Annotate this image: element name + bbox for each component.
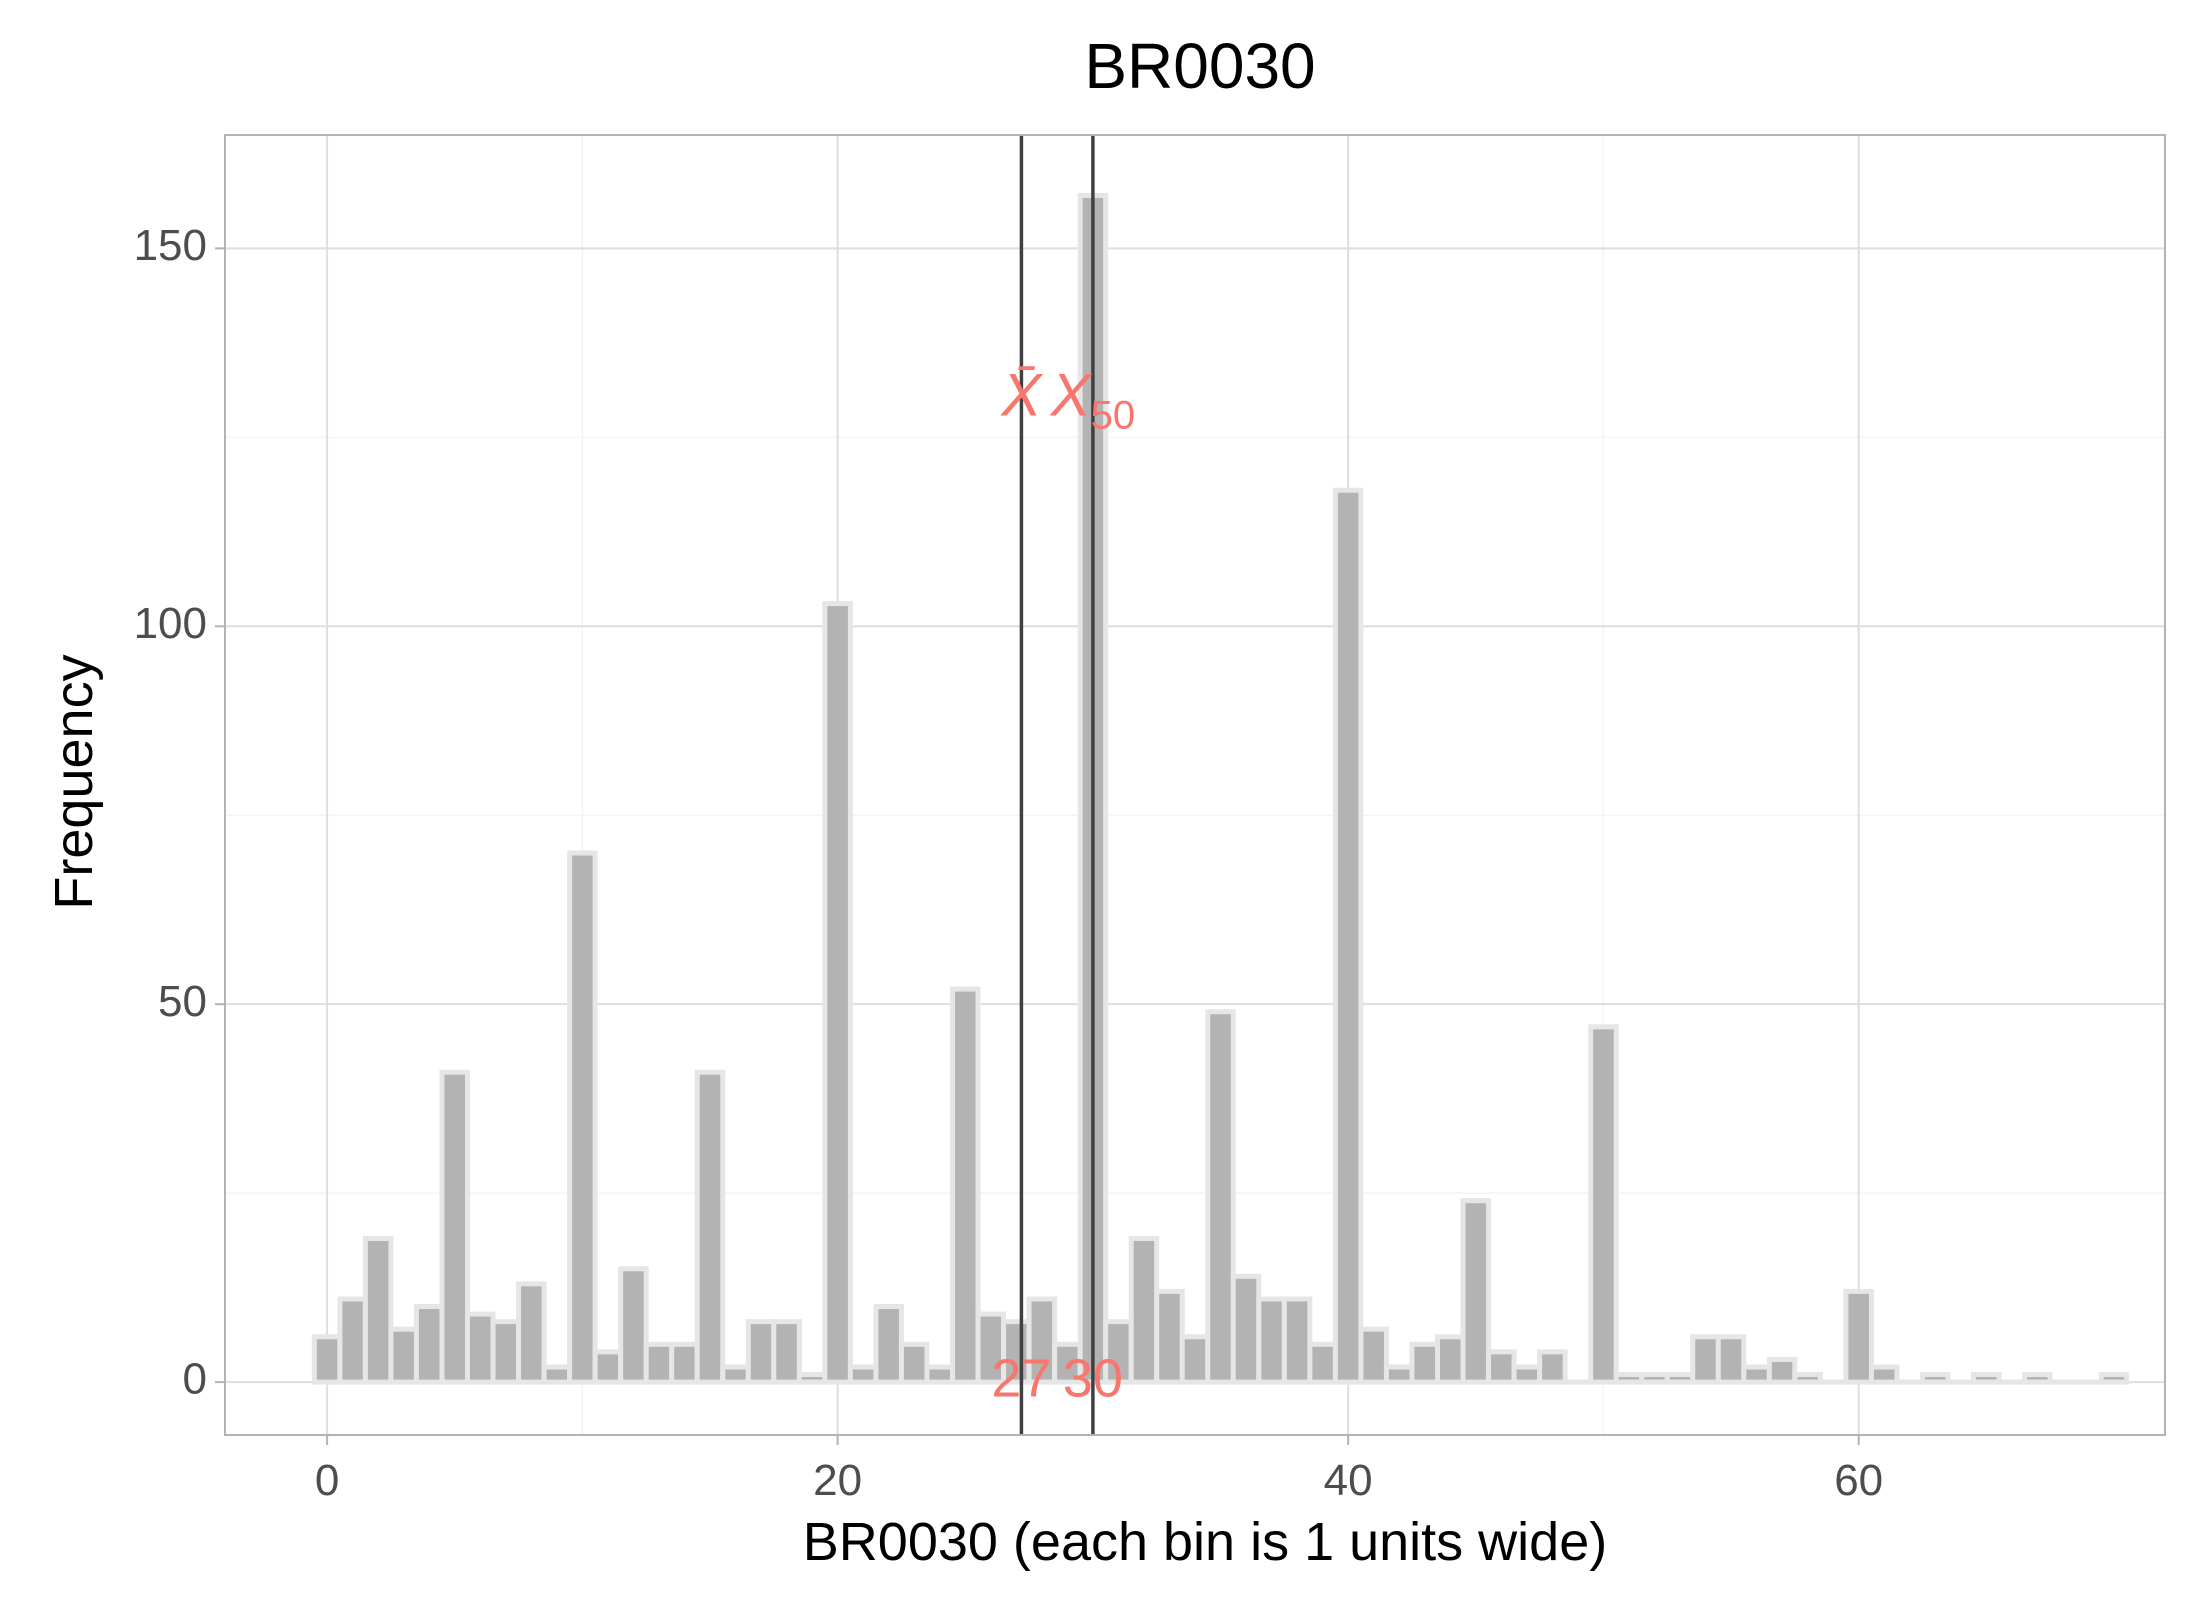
histogram-bar xyxy=(1052,1341,1083,1385)
histogram-bar xyxy=(465,1311,496,1385)
histogram-bar xyxy=(720,1364,751,1385)
histogram-bar xyxy=(694,1069,726,1385)
y-axis-title: Frequency xyxy=(44,654,104,909)
histogram-bar xyxy=(1332,487,1364,1385)
histogram-bar xyxy=(2022,1372,2053,1385)
histogram-bar xyxy=(1230,1273,1262,1385)
histogram-bar xyxy=(388,1326,419,1385)
histogram-bar xyxy=(898,1341,930,1385)
histogram-bar xyxy=(1179,1334,1211,1385)
histogram-bar xyxy=(337,1296,368,1385)
histogram-bar xyxy=(1741,1364,1772,1385)
histogram-bar xyxy=(1154,1288,1185,1385)
histogram-bar xyxy=(311,1334,343,1385)
x-tick-label: 20 xyxy=(813,1456,862,1505)
histogram-bar xyxy=(1690,1334,1721,1385)
panel-border xyxy=(224,134,2166,1436)
histogram-bar xyxy=(1435,1334,1466,1385)
histogram-bar xyxy=(950,986,981,1385)
histogram-bar xyxy=(592,1349,624,1385)
histogram-bar xyxy=(567,850,598,1385)
histogram-bar xyxy=(1026,1296,1058,1385)
histogram-bar xyxy=(847,1364,879,1385)
histogram-bar xyxy=(413,1304,445,1385)
reference-line-subscript: 50 xyxy=(1091,393,1136,437)
histogram-bar xyxy=(1868,1364,1900,1385)
histogram-bar xyxy=(1920,1372,1951,1385)
histogram-bar xyxy=(1588,1024,1619,1385)
histogram-bar xyxy=(1409,1341,1440,1385)
x-tick-label: 60 xyxy=(1834,1456,1883,1505)
histogram-bar xyxy=(1792,1372,1823,1385)
histogram-bar xyxy=(822,601,853,1385)
y-axis-ticks: 0 50 100 150 xyxy=(134,221,225,1404)
histogram-bar xyxy=(1205,1009,1236,1385)
chart-title: BR0030 xyxy=(1084,30,1315,102)
histogram-bar xyxy=(1486,1349,1517,1385)
histogram-bar xyxy=(1766,1356,1798,1385)
y-tick-label: 50 xyxy=(158,977,207,1026)
histogram-bar xyxy=(771,1319,802,1385)
histogram-bar xyxy=(1128,1235,1160,1385)
histogram-bar xyxy=(1460,1198,1492,1385)
y-tick-label: 100 xyxy=(134,599,207,648)
histogram-bar xyxy=(1613,1372,1645,1385)
histogram-bar xyxy=(1843,1288,1874,1385)
histogram-bar xyxy=(439,1069,471,1385)
histogram-bar xyxy=(1664,1372,1696,1385)
y-tick-label: 150 xyxy=(134,221,207,270)
x-tick-label: 40 xyxy=(1324,1456,1373,1505)
histogram-bar xyxy=(618,1266,649,1385)
y-tick-label: 0 xyxy=(183,1355,207,1404)
histogram-bar xyxy=(362,1235,394,1385)
histogram-bar xyxy=(2098,1372,2130,1385)
histogram-bar xyxy=(1639,1372,1670,1385)
histogram-bar xyxy=(643,1341,675,1385)
histogram-bar xyxy=(924,1364,956,1385)
histogram-bar xyxy=(745,1319,777,1385)
histogram-bar xyxy=(873,1304,904,1385)
histogram-bar xyxy=(1537,1349,1568,1385)
histogram-bar xyxy=(1307,1341,1338,1385)
histogram-bar xyxy=(1511,1364,1543,1385)
histogram-bar xyxy=(1715,1334,1747,1385)
histogram-bar xyxy=(1358,1326,1389,1385)
x-tick-label: 0 xyxy=(315,1456,339,1505)
histogram-bar xyxy=(541,1364,573,1385)
x-axis-ticks: 0 20 40 60 xyxy=(315,1435,1883,1505)
histogram-bar xyxy=(669,1341,700,1385)
x-axis-title: BR0030 (each bin is 1 units wide) xyxy=(803,1512,1607,1572)
histogram-bar xyxy=(516,1281,547,1385)
histogram-bar xyxy=(796,1372,828,1385)
reference-line-value-label: 27 xyxy=(991,1348,1051,1408)
reference-line-value-label: 30 xyxy=(1063,1348,1123,1408)
histogram-bar xyxy=(1281,1296,1313,1385)
reference-line-symbol: X̄ xyxy=(999,361,1043,428)
histogram-bar xyxy=(975,1311,1007,1385)
histogram-bar xyxy=(490,1319,522,1385)
histogram-bar xyxy=(1383,1364,1415,1385)
histogram-bar xyxy=(1256,1296,1287,1385)
histogram-bar xyxy=(1971,1372,2002,1385)
